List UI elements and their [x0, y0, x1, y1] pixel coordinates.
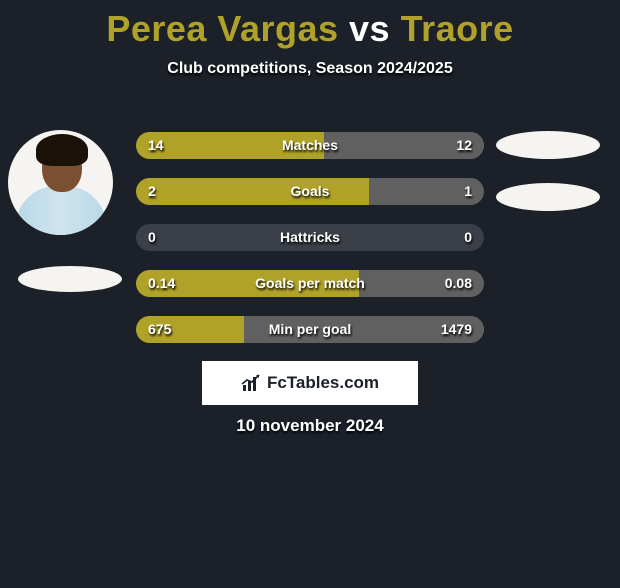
player-left-avatar: [8, 130, 113, 235]
stat-row: 21Goals: [136, 178, 484, 205]
logo-text: FcTables.com: [267, 373, 379, 393]
stat-row: 00Hattricks: [136, 224, 484, 251]
vs-word: vs: [349, 8, 390, 49]
player-right-avatar: [496, 131, 600, 159]
page-title: Perea Vargas vs Traore: [0, 8, 620, 50]
chart-icon: [241, 374, 263, 392]
player-right-shadow: [496, 183, 600, 211]
player-left-shadow: [18, 266, 122, 292]
date-text: 10 november 2024: [0, 416, 620, 436]
stats-container: 1412Matches 21Goals 00Hattricks 0.140.08Goa…: [136, 132, 484, 362]
player-left-name: Perea Vargas: [106, 8, 338, 49]
stat-label: Goals per match: [136, 270, 484, 297]
player-right-name: Traore: [401, 8, 514, 49]
stat-label: Matches: [136, 132, 484, 159]
stat-label: Goals: [136, 178, 484, 205]
stat-row: 1412Matches: [136, 132, 484, 159]
stat-row: 0.140.08Goals per match: [136, 270, 484, 297]
subtitle: Club competitions, Season 2024/2025: [0, 60, 620, 78]
stat-row: 6751479Min per goal: [136, 316, 484, 343]
stat-label: Min per goal: [136, 316, 484, 343]
stat-label: Hattricks: [136, 224, 484, 251]
logo-box: FcTables.com: [202, 361, 418, 405]
